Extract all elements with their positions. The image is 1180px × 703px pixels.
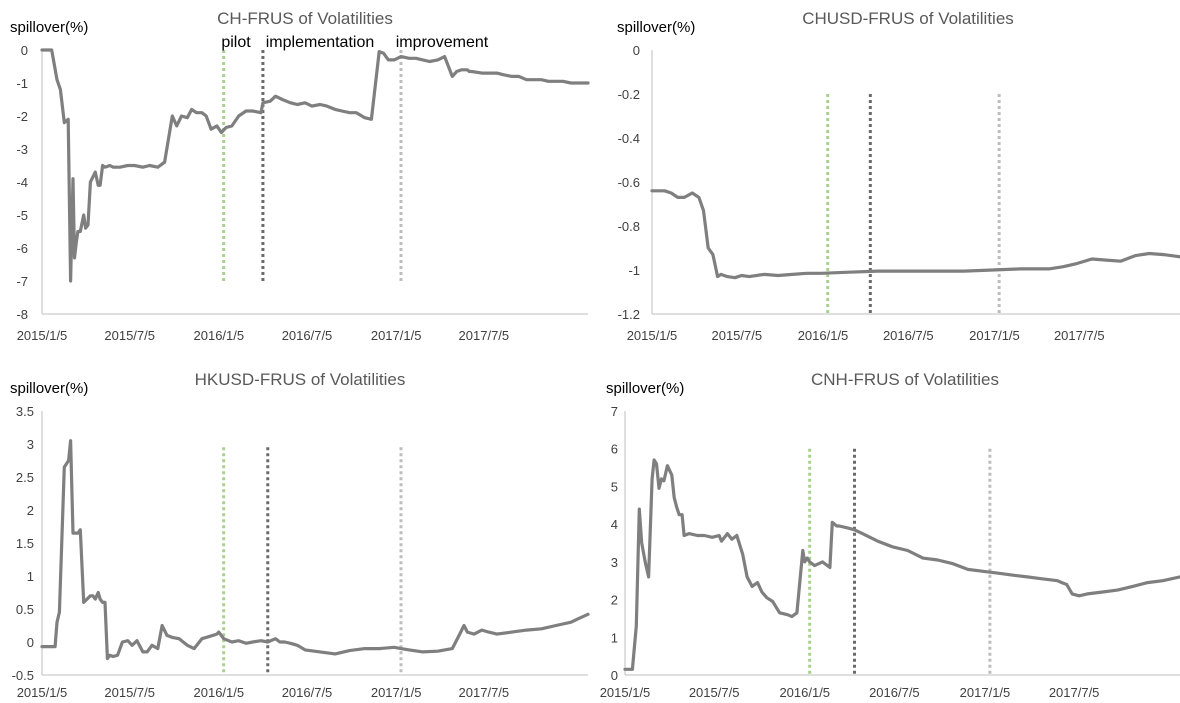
y-tick-label: 0 — [27, 635, 34, 650]
x-tick-label: 2017/1/5 — [371, 328, 422, 343]
x-tick-label: 2015/7/5 — [104, 685, 155, 700]
y-tick-label: 1.5 — [16, 536, 34, 551]
x-tick-label: 2016/1/5 — [779, 685, 830, 700]
y-axis-label: spillover(%) — [10, 19, 88, 36]
x-tick-label: 2015/1/5 — [600, 685, 651, 700]
y-tick-label: 5 — [611, 479, 618, 494]
improvement-annotation: improvement — [396, 34, 489, 51]
y-tick-label: 3.5 — [16, 404, 34, 419]
x-tick-label: 2017/7/5 — [459, 685, 510, 700]
y-tick-label: 0 — [21, 43, 28, 58]
y-tick-label: 6 — [611, 442, 618, 457]
x-tick-label: 2017/1/5 — [960, 685, 1011, 700]
y-tick-label: -4 — [16, 175, 28, 190]
chart-panel-3: HKUSD-FRUS of Volatilities spillover(%) 3.… — [10, 370, 590, 700]
x-tick-label: 2017/1/5 — [969, 328, 1020, 343]
y-tick-label: -0.4 — [618, 131, 640, 146]
chart-title: CNH-FRUS of Volatilities — [811, 370, 999, 389]
y-tick-label: 4 — [611, 517, 618, 532]
y-axis-label: spillover(%) — [617, 19, 695, 36]
chart-title: HKUSD-FRUS of Volatilities — [195, 370, 406, 389]
y-tick-label: 7 — [611, 404, 618, 419]
y-tick-label: -1 — [628, 263, 640, 278]
x-tick-label: 2017/7/5 — [459, 328, 510, 343]
y-axis-label: spillover(%) — [606, 380, 684, 397]
x-tick-label: 2016/1/5 — [194, 685, 245, 700]
x-tick-label: 2016/1/5 — [194, 328, 245, 343]
implementation-annotation: implementation — [266, 34, 375, 51]
x-tick-label: 2016/7/5 — [869, 685, 920, 700]
y-tick-label: 0.5 — [16, 602, 34, 617]
x-tick-label: 2015/1/5 — [17, 685, 68, 700]
x-tick-label: 2016/7/5 — [883, 328, 934, 343]
x-tick-label: 2015/7/5 — [689, 685, 740, 700]
y-tick-label: -1.2 — [618, 307, 640, 322]
y-tick-label: -3 — [16, 142, 28, 157]
x-tick-label: 2016/1/5 — [798, 328, 849, 343]
y-tick-label: -0.2 — [618, 87, 640, 102]
y-tick-label: 1 — [611, 630, 618, 645]
y-tick-label: 2.5 — [16, 470, 34, 485]
chart-title: CH-FRUS of Volatilities — [217, 9, 393, 28]
y-axis-label: spillover(%) — [10, 380, 88, 397]
series-line-1 — [40, 439, 590, 661]
y-tick-label: 3 — [611, 555, 618, 570]
chart-panel-1: CH-FRUS of Volatilities spillover(%) 0 -1 -2… — [10, 9, 590, 343]
y-tick-label: 0 — [611, 668, 618, 683]
y-tick-label: -5 — [16, 208, 28, 223]
y-tick-label: 1 — [27, 569, 34, 584]
y-tick-label: -8 — [16, 307, 28, 322]
y-tick-label: 3 — [27, 437, 34, 452]
x-tick-label: 2017/7/5 — [1049, 685, 1100, 700]
y-tick-label: -0.5 — [12, 668, 34, 683]
y-tick-label: 2 — [611, 593, 618, 608]
x-tick-label: 2016/7/5 — [282, 685, 333, 700]
series-line-1 — [623, 458, 1180, 671]
x-tick-label: 2015/7/5 — [711, 328, 762, 343]
y-tick-label: -0.8 — [618, 219, 640, 234]
chart-title: CHUSD-FRUS of Volatilities — [802, 9, 1014, 28]
x-tick-label: 2016/7/5 — [282, 328, 333, 343]
y-tick-label: -2 — [16, 109, 28, 124]
y-tick-label: -7 — [16, 274, 28, 289]
y-tick-label: -0.6 — [618, 175, 640, 190]
series-line-1 — [40, 48, 590, 283]
x-tick-label: 2015/1/5 — [17, 328, 68, 343]
x-tick-label: 2015/7/5 — [104, 328, 155, 343]
chart-panel-2: CHUSD-FRUS of Volatilities spillover(%) 0 -… — [617, 9, 1180, 343]
y-tick-label: -6 — [16, 241, 28, 256]
chart-panel-4: CNH-FRUS of Volatilities spillover(%) 7 6 5 4… — [600, 370, 1180, 700]
pilot-annotation: pilot — [221, 34, 251, 51]
x-tick-label: 2017/1/5 — [371, 685, 422, 700]
y-tick-label: 2 — [27, 503, 34, 518]
series-line-1 — [650, 189, 1180, 280]
x-tick-label: 2017/7/5 — [1054, 328, 1105, 343]
y-tick-label: 0 — [633, 43, 640, 58]
x-tick-label: 2015/1/5 — [627, 328, 678, 343]
y-tick-label: -1 — [16, 76, 28, 91]
